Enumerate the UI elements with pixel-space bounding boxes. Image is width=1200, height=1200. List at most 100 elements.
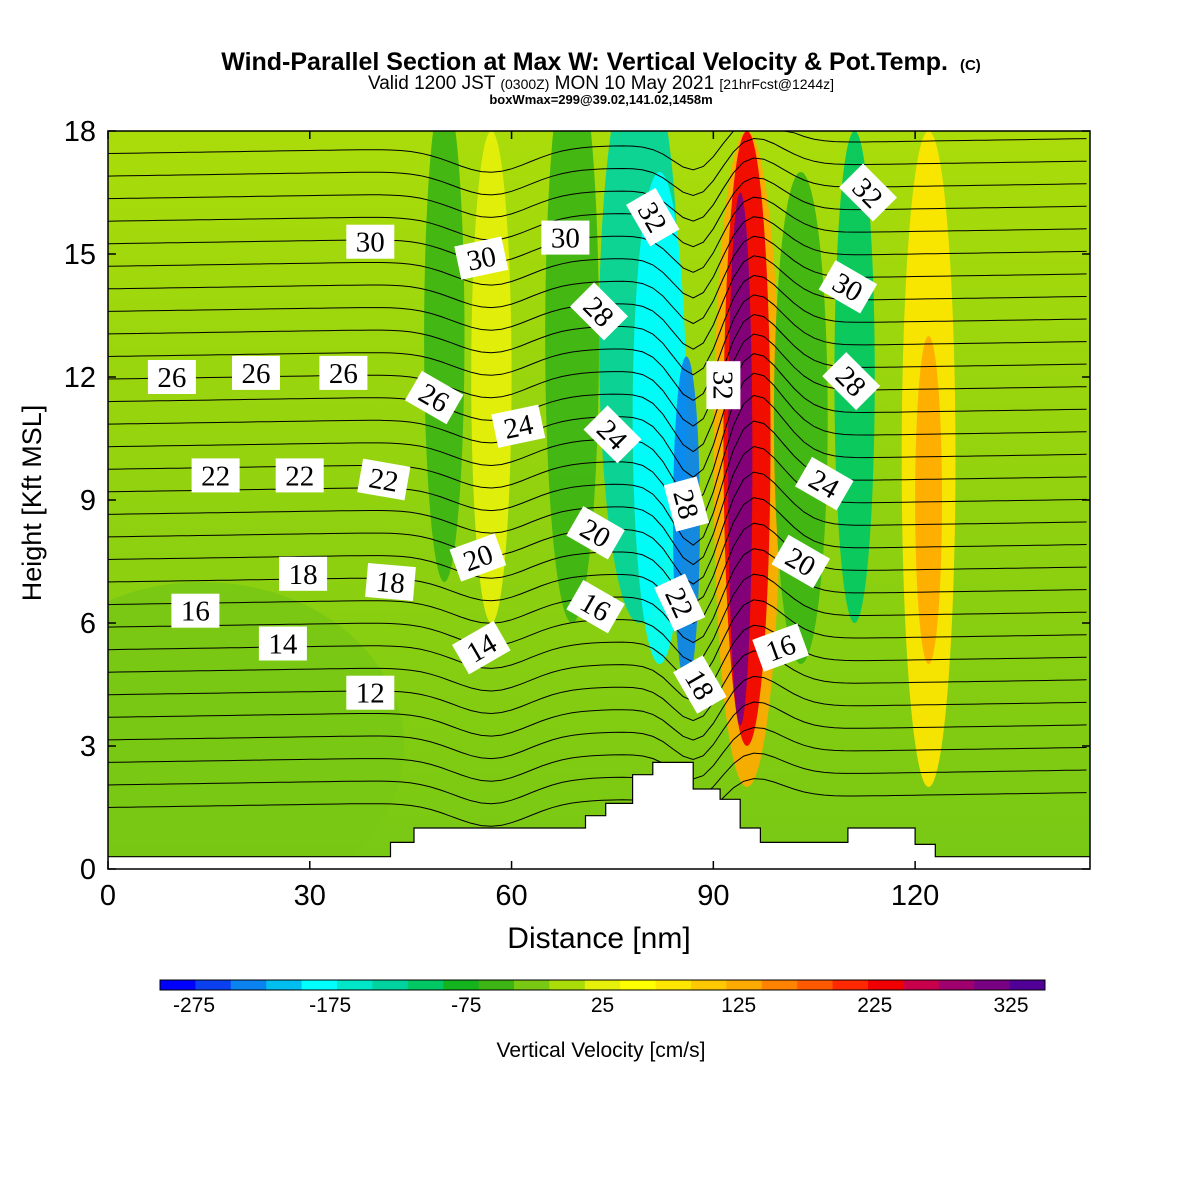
y-tick-label: 0 [80,854,96,886]
contour-label: 28 [570,282,628,341]
colorbar-swatch [620,980,657,990]
colorbar-tick-label: -275 [173,994,215,1017]
contour-label-box [449,533,507,582]
chart-subtitle-box: boxWmax=299@39.02,141.02,1458m [489,92,712,107]
terrain [108,761,1090,869]
contour-label-text: 24 [501,408,537,445]
contour-label-box [147,360,196,394]
w-downdraft-core-mid [632,172,687,664]
contour-label: 24 [491,404,546,448]
pot-temp-contour-line [108,177,1087,248]
w-updraft-core [728,192,753,726]
chart-subtitle: Valid 1200 JST (0300Z) MON 10 May 2021 [… [368,73,834,94]
contour-label-text: 26 [329,358,358,390]
colorbar-swatch [407,980,444,990]
contour-label: 12 [346,675,395,710]
y-tick-label: 9 [80,485,96,517]
colorbar-swatch [938,980,975,990]
colorbar-swatch [655,980,692,990]
colorbar-tick-label: -75 [451,994,481,1017]
contour-label-box [818,260,878,314]
contour-label: 30 [346,224,395,259]
contour-label-text: 18 [289,559,318,591]
contour-label-box [583,405,642,464]
colorbar-swatch [868,980,904,990]
contour-label: 30 [454,236,509,280]
pot-temp-contour-line [108,333,1087,453]
contour-label-text: 30 [356,227,385,259]
contour-label: 26 [147,360,196,394]
colorbar-swatch [195,980,232,990]
colorbar-tick-label: 125 [721,994,756,1017]
contour-label: 14 [258,626,307,661]
pot-temp-contour-line [108,522,1087,624]
pot-temp-contour-line [108,137,1087,197]
contour-label-box [171,593,220,628]
pot-temp-contour-line [108,294,1087,401]
contour-label: 30 [818,260,878,314]
contour-label-box [541,220,590,255]
x-axis-label: Distance [nm] [507,922,690,955]
contour-label: 18 [365,562,416,602]
contour-label: 22 [275,458,324,493]
colorbar-swatch [726,980,763,990]
pot-temp-contour-line [108,235,1087,325]
title-mark: (C) [960,57,981,74]
contour-label-box [279,556,328,591]
contour-label-text: 22 [285,460,314,492]
pot-temp-contour-line [108,196,1087,273]
colorbar-tick-label: 325 [993,994,1028,1017]
contour-label-box [319,355,368,390]
chart-title: Wind-Parallel Section at Max W: Vertical… [221,48,981,76]
x-tick-label: 30 [294,880,326,912]
pot-temp-contour-line [108,675,1087,741]
y-tick-label: 18 [64,116,96,148]
pot-temp-contour-line [108,726,1087,782]
colorbar-swatch [266,980,303,990]
contour-label-box [346,224,395,259]
contour-label-box [771,534,831,589]
contour-label: 16 [171,593,220,628]
pot-temp-contour-line [108,701,1087,761]
colorbar-swatch [761,980,798,990]
contour-label-text: 22 [367,462,401,499]
contour-label-box [346,675,395,710]
contour-label-text: 14 [268,629,298,661]
colorbar-tick-label: 25 [591,994,614,1017]
contour-label-box [404,370,464,425]
contour-label-box [491,404,546,448]
pot-temp-contour-line [108,216,1087,299]
colorbar-swatch [372,980,409,990]
contour-label-box [566,579,625,634]
contour-label-box [191,458,240,493]
colorbar-swatch [832,980,869,990]
contour-label: 26 [319,355,368,390]
contour-label-text: 32 [706,371,738,400]
x-axis: 0 30 60 90 120 [100,131,939,912]
pot-temp-contour-line [108,157,1087,222]
contour-label: 30 [541,220,590,255]
colorbar-swatch [160,980,196,990]
colorbar-swatch [549,980,586,990]
contour-label-box [566,506,625,560]
contour-label-box [232,355,280,390]
colorbar-swatch [903,980,940,990]
contour-label: 16 [752,623,809,672]
y-axis: 0 3 6 9 12 15 18 [64,116,1090,886]
contour-label-text: 30 [464,240,499,277]
pot-temp-contour-line [108,131,1087,173]
colorbar-swatch [514,980,550,990]
contour-label-text: 26 [242,358,271,390]
colorbar-swatch [974,980,1011,990]
y-tick-label: 6 [80,608,96,640]
contour-label-box [570,282,628,341]
pot-temp-contour-line [108,778,1087,827]
contour-label: 28 [663,476,710,532]
contour-label-box [357,458,411,501]
w-downdraft-west [424,131,465,582]
y-axis-label: Height [Kft MSL] [17,405,47,602]
colorbar-swatch [301,980,338,990]
colorbar-tick-label: 225 [857,994,892,1017]
pot-temp-contour-line [108,445,1087,566]
w-updraft-east-core [915,336,943,664]
